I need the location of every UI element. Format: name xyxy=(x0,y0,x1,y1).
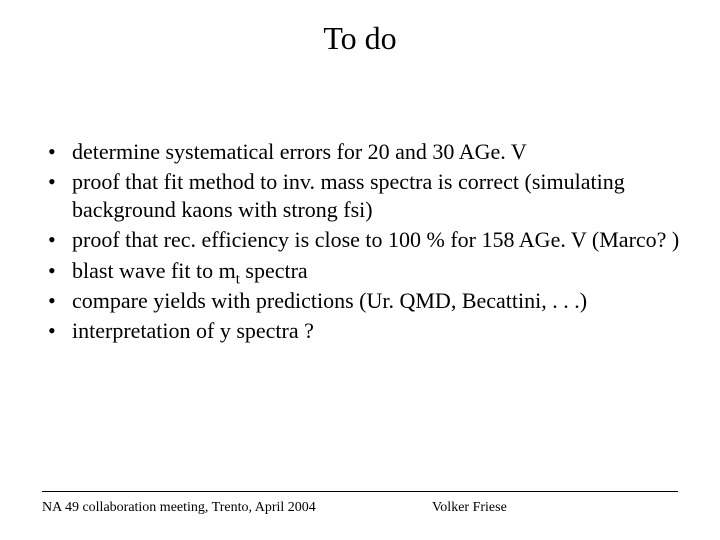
footer-left: NA 49 collaboration meeting, Trento, Apr… xyxy=(42,500,316,516)
bullet-text: interpretation of y spectra ? xyxy=(72,318,314,343)
list-item: proof that fit method to inv. mass spect… xyxy=(42,168,700,224)
bullet-text: proof that fit method to inv. mass spect… xyxy=(72,169,625,222)
slide: To do determine systematical errors for … xyxy=(0,0,720,540)
slide-title: To do xyxy=(0,20,720,57)
slide-body: determine systematical errors for 20 and… xyxy=(42,138,700,347)
bullet-text: determine systematical errors for 20 and… xyxy=(72,139,527,164)
bullet-list: determine systematical errors for 20 and… xyxy=(42,138,700,345)
list-item: compare yields with predictions (Ur. QMD… xyxy=(42,287,700,315)
bullet-text: blast wave fit to mt spectra xyxy=(72,258,308,283)
bullet-text: proof that rec. efficiency is close to 1… xyxy=(72,227,679,252)
list-item: determine systematical errors for 20 and… xyxy=(42,138,700,166)
list-item: proof that rec. efficiency is close to 1… xyxy=(42,226,700,254)
list-item: blast wave fit to mt spectra xyxy=(42,257,700,285)
bullet-text: compare yields with predictions (Ur. QMD… xyxy=(72,288,587,313)
footer-divider xyxy=(42,491,678,492)
footer-right: Volker Friese xyxy=(432,500,507,516)
list-item: interpretation of y spectra ? xyxy=(42,317,700,345)
